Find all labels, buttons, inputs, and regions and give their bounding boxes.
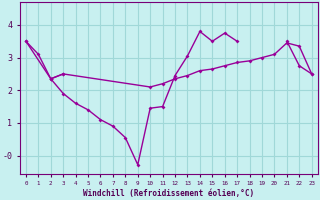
X-axis label: Windchill (Refroidissement éolien,°C): Windchill (Refroidissement éolien,°C) bbox=[83, 189, 254, 198]
